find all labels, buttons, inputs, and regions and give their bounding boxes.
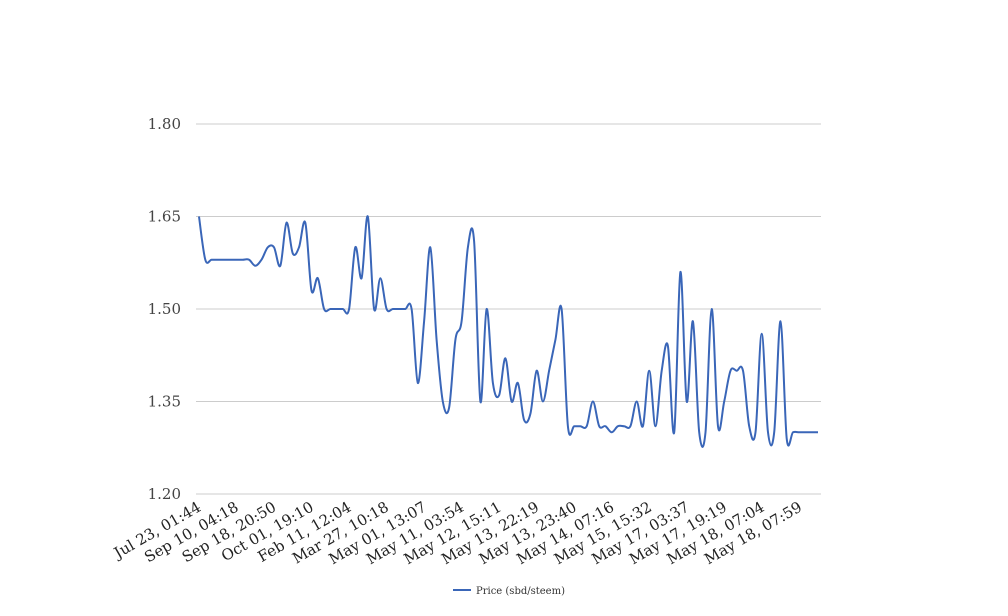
y-tick-label: 1.20 bbox=[148, 485, 181, 503]
legend-label-price: Price (sbd/steem) bbox=[476, 586, 565, 597]
y-tick-label: 1.50 bbox=[148, 300, 181, 318]
series-line-price bbox=[198, 215, 818, 448]
series-lines bbox=[198, 215, 818, 448]
y-tick-label: 1.80 bbox=[148, 115, 181, 133]
y-tick-label: 1.35 bbox=[148, 393, 181, 411]
y-axis-tick-labels: 1.80 1.65 1.50 1.35 1.20 bbox=[148, 115, 181, 503]
legend: Price (sbd/steem) bbox=[453, 586, 565, 597]
gridlines bbox=[196, 123, 821, 495]
y-tick-label: 1.65 bbox=[148, 208, 181, 226]
